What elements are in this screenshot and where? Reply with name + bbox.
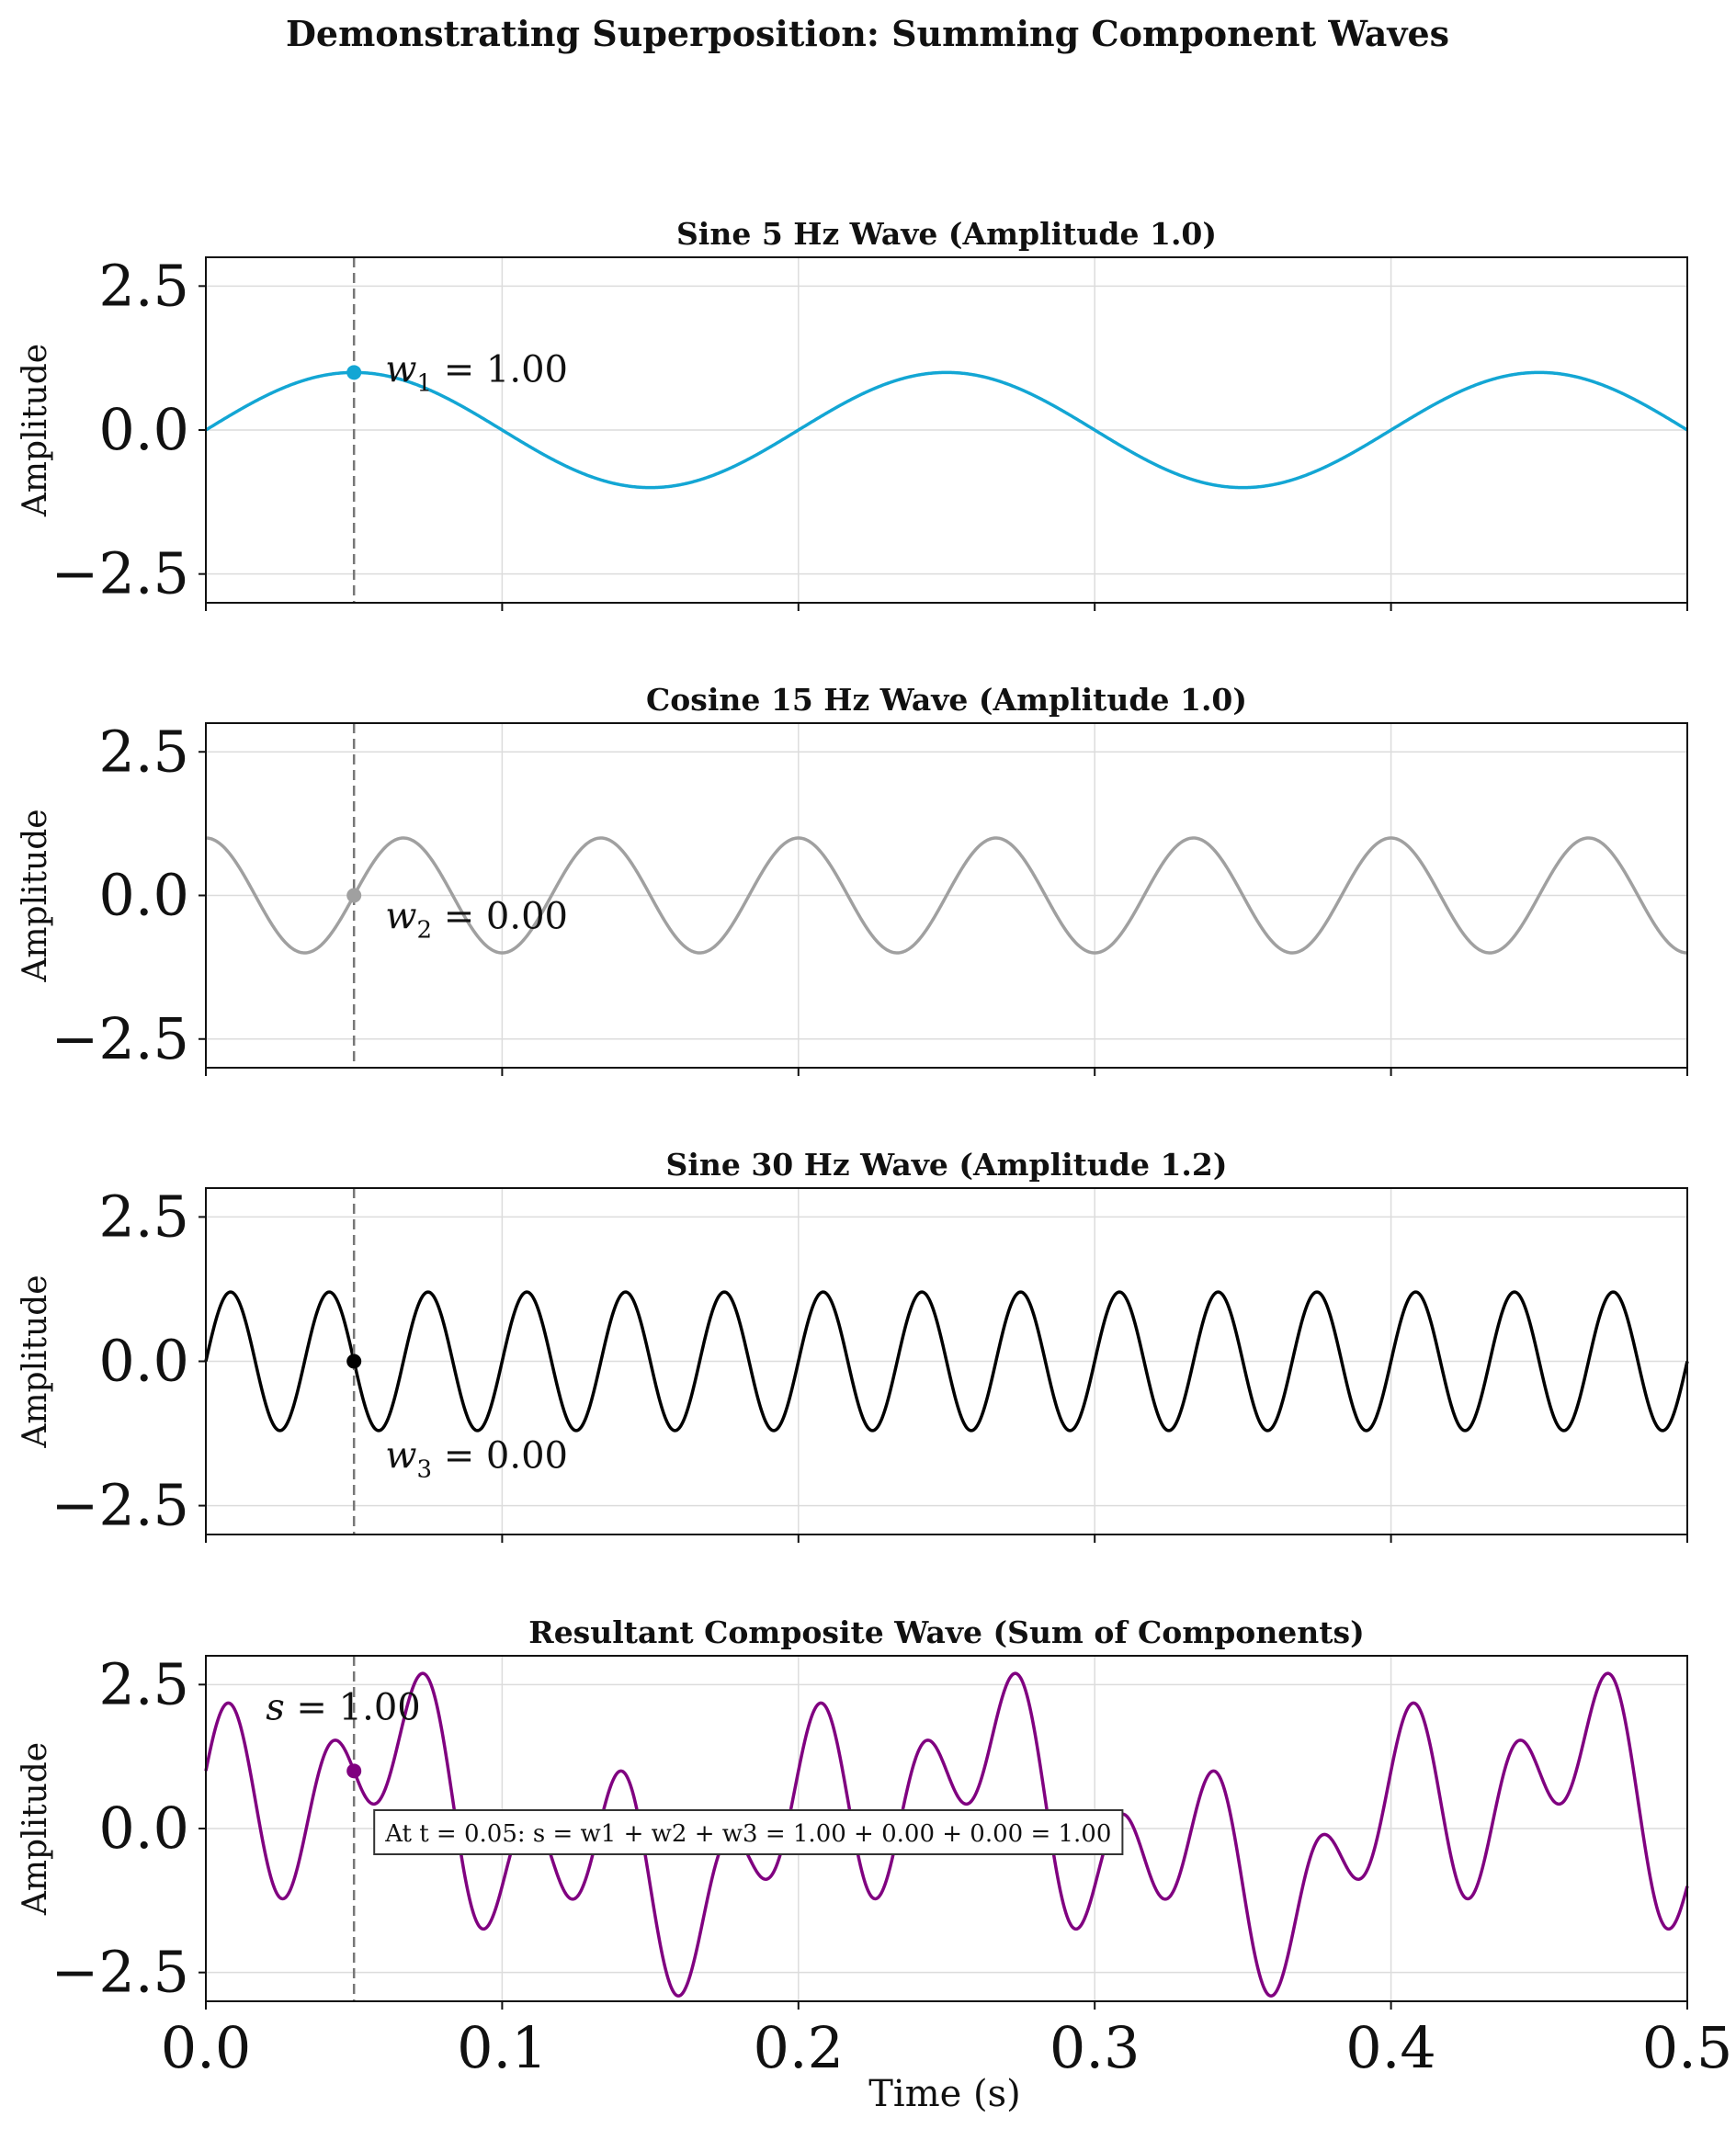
marker-point <box>346 1353 362 1369</box>
y-tick-label: 0.0 <box>98 396 189 463</box>
y-tick-label: 0.0 <box>98 1328 189 1395</box>
annotation-box <box>373 1809 1124 1855</box>
figure-title: Demonstrating Superposition: Summing Com… <box>286 13 1449 54</box>
marker-annotation: w3 = 0.00 <box>385 1435 568 1484</box>
y-axis-label: Amplitude <box>17 1742 54 1916</box>
subplot-2: Cosine 15 Hz Wave (Amplitude 1.0) Amplitu… <box>17 682 1688 1076</box>
x-tick-label: 0.2 <box>753 2014 844 2081</box>
marker-annotation: w1 = 1.00 <box>385 348 568 397</box>
x-tick-label: 0.3 <box>1050 2014 1140 2081</box>
series-line <box>204 1671 1689 1998</box>
annotation-box-text: At t = 0.05: s = w1 + w2 + w3 = 1.00 + 0… <box>384 1820 1111 1848</box>
subplot-title: Sine 30 Hz Wave (Amplitude 1.2) <box>666 1147 1228 1183</box>
series-line <box>204 1290 1689 1433</box>
marker-annotation: s = 1.00 <box>266 1686 421 1728</box>
axes-frame <box>205 256 1688 604</box>
marker-point <box>346 1763 362 1779</box>
y-axis-label: Amplitude <box>17 1274 54 1448</box>
x-tick-label: 0.1 <box>457 2014 548 2081</box>
axes-frame <box>205 722 1688 1069</box>
y-tick-label: 2.5 <box>98 1650 189 1717</box>
y-tick-label: −2.5 <box>51 1005 189 1072</box>
marker-annotation: w2 = 0.00 <box>385 896 568 945</box>
y-tick-label: 2.5 <box>98 252 189 319</box>
subplot-title: Sine 5 Hz Wave (Amplitude 1.0) <box>676 216 1217 252</box>
y-tick-label: 0.0 <box>98 862 189 929</box>
subplot-1: Sine 5 Hz Wave (Amplitude 1.0) Amplitude −… <box>17 216 1688 611</box>
series-line <box>205 370 1688 490</box>
subplot-3: Sine 30 Hz Wave (Amplitude 1.2) Amplitude… <box>17 1147 1689 1543</box>
subplot-title: Cosine 15 Hz Wave (Amplitude 1.0) <box>646 682 1247 718</box>
y-tick-label: 0.0 <box>98 1795 189 1862</box>
x-tick-label: 0.0 <box>161 2014 252 2081</box>
y-tick-label: 2.5 <box>98 718 189 785</box>
axes-frame <box>205 1187 1688 1535</box>
y-tick-label: −2.5 <box>51 1472 189 1539</box>
x-axis-label: Time (s) <box>868 2073 1021 2115</box>
marker-point <box>346 365 362 380</box>
x-tick-label: 0.4 <box>1345 2014 1436 2081</box>
x-tick-label: 0.5 <box>1642 2014 1733 2081</box>
marker-point <box>346 888 362 903</box>
subplot-title: Resultant Composite Wave (Sum of Compone… <box>528 1614 1364 1650</box>
y-tick-label: −2.5 <box>51 540 189 607</box>
axes-frame <box>205 1655 1688 2002</box>
y-tick-label: −2.5 <box>51 1939 189 2006</box>
y-tick-label: 2.5 <box>98 1183 189 1250</box>
y-axis-label: Amplitude <box>17 809 54 982</box>
y-axis-label: Amplitude <box>17 344 54 517</box>
subplot-4: Resultant Composite Wave (Sum of Compone… <box>17 1614 1732 2081</box>
series-line <box>205 836 1688 955</box>
